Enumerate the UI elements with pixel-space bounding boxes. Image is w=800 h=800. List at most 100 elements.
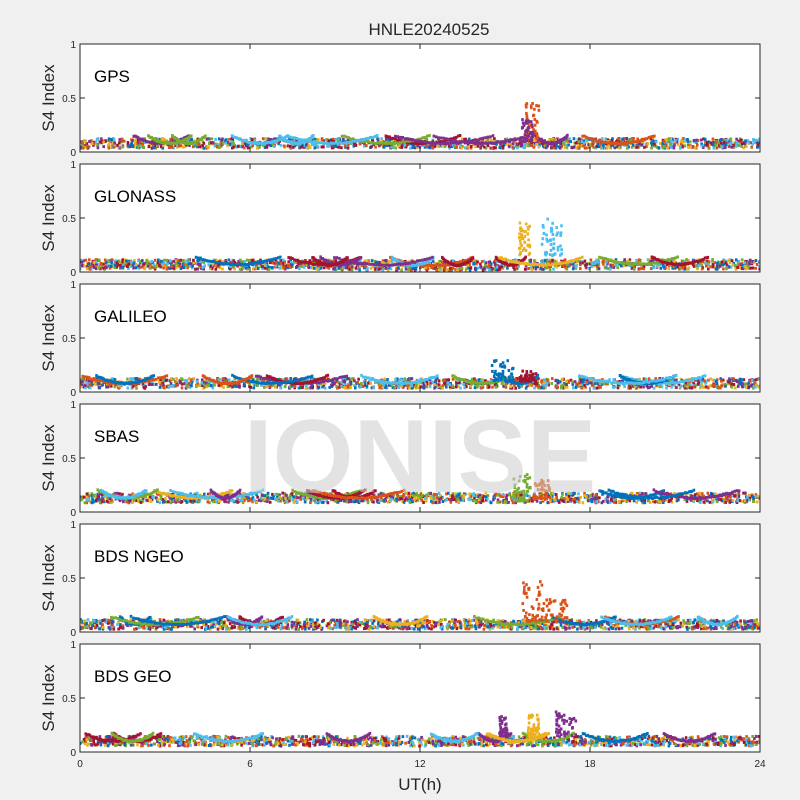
data-point <box>370 259 374 263</box>
data-point <box>90 264 93 268</box>
data-point <box>544 267 547 270</box>
data-point <box>203 258 207 262</box>
data-point <box>683 144 687 148</box>
data-point <box>177 260 180 264</box>
data-point <box>94 267 98 271</box>
data-point <box>584 146 587 150</box>
data-point <box>319 266 323 270</box>
data-point <box>687 261 691 265</box>
data-point <box>571 380 574 384</box>
data-point <box>727 265 731 269</box>
data-point <box>513 383 516 387</box>
data-point <box>594 260 598 263</box>
data-point <box>524 139 527 143</box>
data-point <box>189 262 193 266</box>
data-point <box>527 144 530 148</box>
data-point <box>406 386 410 390</box>
data-point <box>555 265 558 269</box>
data-point <box>136 146 140 150</box>
data-point <box>140 137 144 141</box>
data-point <box>435 377 438 381</box>
data-point <box>472 143 475 147</box>
data-point <box>600 146 603 150</box>
data-point <box>266 264 269 268</box>
data-point <box>410 268 413 272</box>
data-point <box>499 142 502 146</box>
data-point <box>322 266 326 270</box>
data-point <box>293 136 296 140</box>
data-point <box>127 144 130 148</box>
data-point <box>425 380 428 384</box>
data-point <box>433 264 437 268</box>
data-point <box>707 146 711 150</box>
data-point <box>537 104 540 108</box>
data-point <box>523 145 527 149</box>
data-point <box>235 263 239 266</box>
data-point <box>518 236 521 240</box>
data-point <box>121 265 125 269</box>
data-point <box>502 257 505 261</box>
data-point <box>706 259 709 263</box>
data-point <box>175 143 179 147</box>
data-point <box>327 142 331 146</box>
data-point <box>408 378 412 382</box>
data-point <box>601 137 604 141</box>
data-point <box>745 266 748 270</box>
data-point <box>169 384 172 388</box>
data-point <box>530 383 533 387</box>
data-point <box>309 140 312 144</box>
data-point <box>315 138 318 142</box>
data-point <box>699 258 702 262</box>
data-point <box>264 143 267 147</box>
data-point <box>156 144 159 148</box>
data-point <box>627 140 630 144</box>
data-point <box>316 141 319 145</box>
data-point <box>611 263 615 267</box>
data-point <box>347 382 350 386</box>
data-point <box>644 262 647 266</box>
data-point <box>480 141 484 145</box>
data-point <box>580 144 584 147</box>
data-point <box>255 378 259 382</box>
data-point <box>727 258 731 262</box>
data-point <box>365 262 369 266</box>
data-point <box>669 137 673 141</box>
data-point <box>518 232 521 236</box>
data-point <box>616 386 620 390</box>
data-point <box>451 377 455 381</box>
data-point <box>548 268 552 272</box>
data-point <box>549 238 553 242</box>
data-point <box>339 141 342 145</box>
data-point <box>441 261 444 265</box>
data-point <box>313 145 317 149</box>
data-point <box>501 146 505 150</box>
data-point <box>650 146 653 150</box>
data-point <box>222 377 225 380</box>
data-point <box>695 259 698 263</box>
data-point <box>496 260 499 264</box>
data-point <box>689 140 692 144</box>
data-point <box>133 259 136 262</box>
data-point <box>604 257 607 261</box>
data-point <box>518 221 522 225</box>
data-point <box>725 263 729 267</box>
data-point <box>370 386 374 390</box>
data-point <box>612 265 616 269</box>
data-point <box>556 245 560 249</box>
data-point <box>413 141 416 145</box>
data-point <box>713 261 717 265</box>
data-point <box>751 142 754 146</box>
data-point <box>705 140 709 144</box>
data-point <box>476 260 479 264</box>
data-point <box>211 141 215 145</box>
data-point <box>159 261 162 265</box>
data-point <box>674 139 677 142</box>
data-point <box>154 265 158 269</box>
data-point <box>99 263 102 267</box>
data-point <box>318 141 322 145</box>
data-point <box>239 258 242 262</box>
data-point <box>368 262 371 266</box>
data-point <box>460 266 464 270</box>
data-point <box>228 142 232 146</box>
